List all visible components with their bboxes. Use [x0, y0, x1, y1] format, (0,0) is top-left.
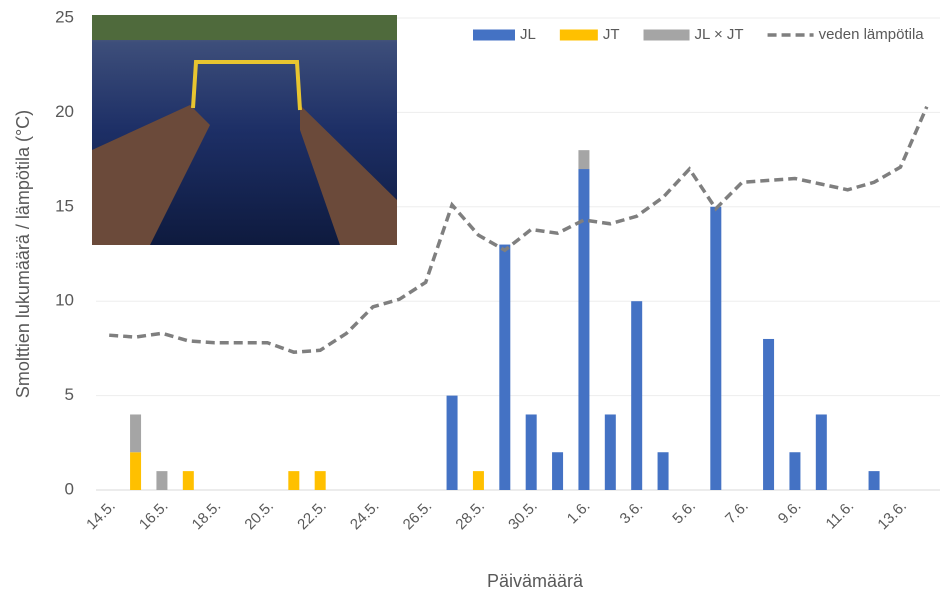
bar	[130, 452, 142, 490]
bar	[868, 471, 880, 490]
y-tick-label: 0	[65, 479, 74, 498]
y-tick-label: 10	[55, 291, 74, 310]
x-tick-label: 1.6.	[564, 498, 594, 528]
bar	[710, 206, 722, 491]
x-tick-label: 24.5.	[347, 498, 383, 534]
x-tick-label: 9.6.	[775, 498, 805, 528]
bar	[472, 471, 484, 490]
bar	[525, 414, 537, 490]
y-tick-label: 5	[65, 385, 74, 404]
x-tick-label: 7.6.	[722, 498, 752, 528]
bar	[288, 471, 300, 490]
bar	[578, 169, 590, 491]
bar	[789, 452, 801, 490]
legend-swatch	[473, 29, 515, 41]
x-tick-label: 5.6.	[669, 498, 699, 528]
bar	[182, 471, 194, 490]
x-tick-label: 20.5.	[241, 498, 277, 534]
bar	[815, 414, 827, 490]
x-tick-label: 3.6.	[617, 498, 647, 528]
x-tick-label: 16.5.	[136, 498, 172, 534]
bar	[446, 395, 458, 490]
bar	[631, 301, 643, 490]
y-tick-label: 25	[55, 7, 74, 26]
y-tick-label: 15	[55, 196, 74, 215]
x-tick-label: 11.6.	[822, 498, 857, 533]
legend-label: veden lämpötila	[819, 26, 925, 43]
bar	[763, 338, 775, 490]
x-tick-label: 18.5.	[189, 498, 225, 534]
x-tick-label: 14.5.	[83, 498, 119, 534]
temperature-line	[109, 106, 929, 354]
photo-inset	[92, 15, 397, 245]
x-tick-label: 22.5.	[294, 498, 330, 534]
bar	[552, 452, 564, 490]
legend-swatch	[643, 29, 690, 41]
bar	[499, 244, 511, 490]
legend-label: JL	[520, 26, 536, 43]
y-tick-label: 20	[55, 102, 74, 121]
x-tick-label: 28.5.	[452, 498, 488, 534]
bar	[657, 452, 669, 490]
bar	[156, 471, 168, 490]
x-axis-label: Päivämäärä	[487, 571, 584, 591]
y-axis-label: Smolttien lukumäärä / lämpötila (°C)	[13, 110, 33, 398]
legend-label: JL × JT	[695, 26, 744, 43]
bar	[578, 150, 590, 170]
x-tick-label: 13.6.	[874, 498, 910, 534]
bar	[314, 471, 326, 490]
x-tick-label: 26.5.	[400, 498, 436, 534]
legend-swatch	[559, 29, 598, 41]
legend: JL JT JL × JT veden lämpötila	[473, 26, 924, 43]
bar	[130, 414, 142, 453]
legend-label: JT	[603, 26, 620, 43]
bar	[604, 414, 616, 490]
x-tick-label: 30.5.	[505, 498, 541, 534]
